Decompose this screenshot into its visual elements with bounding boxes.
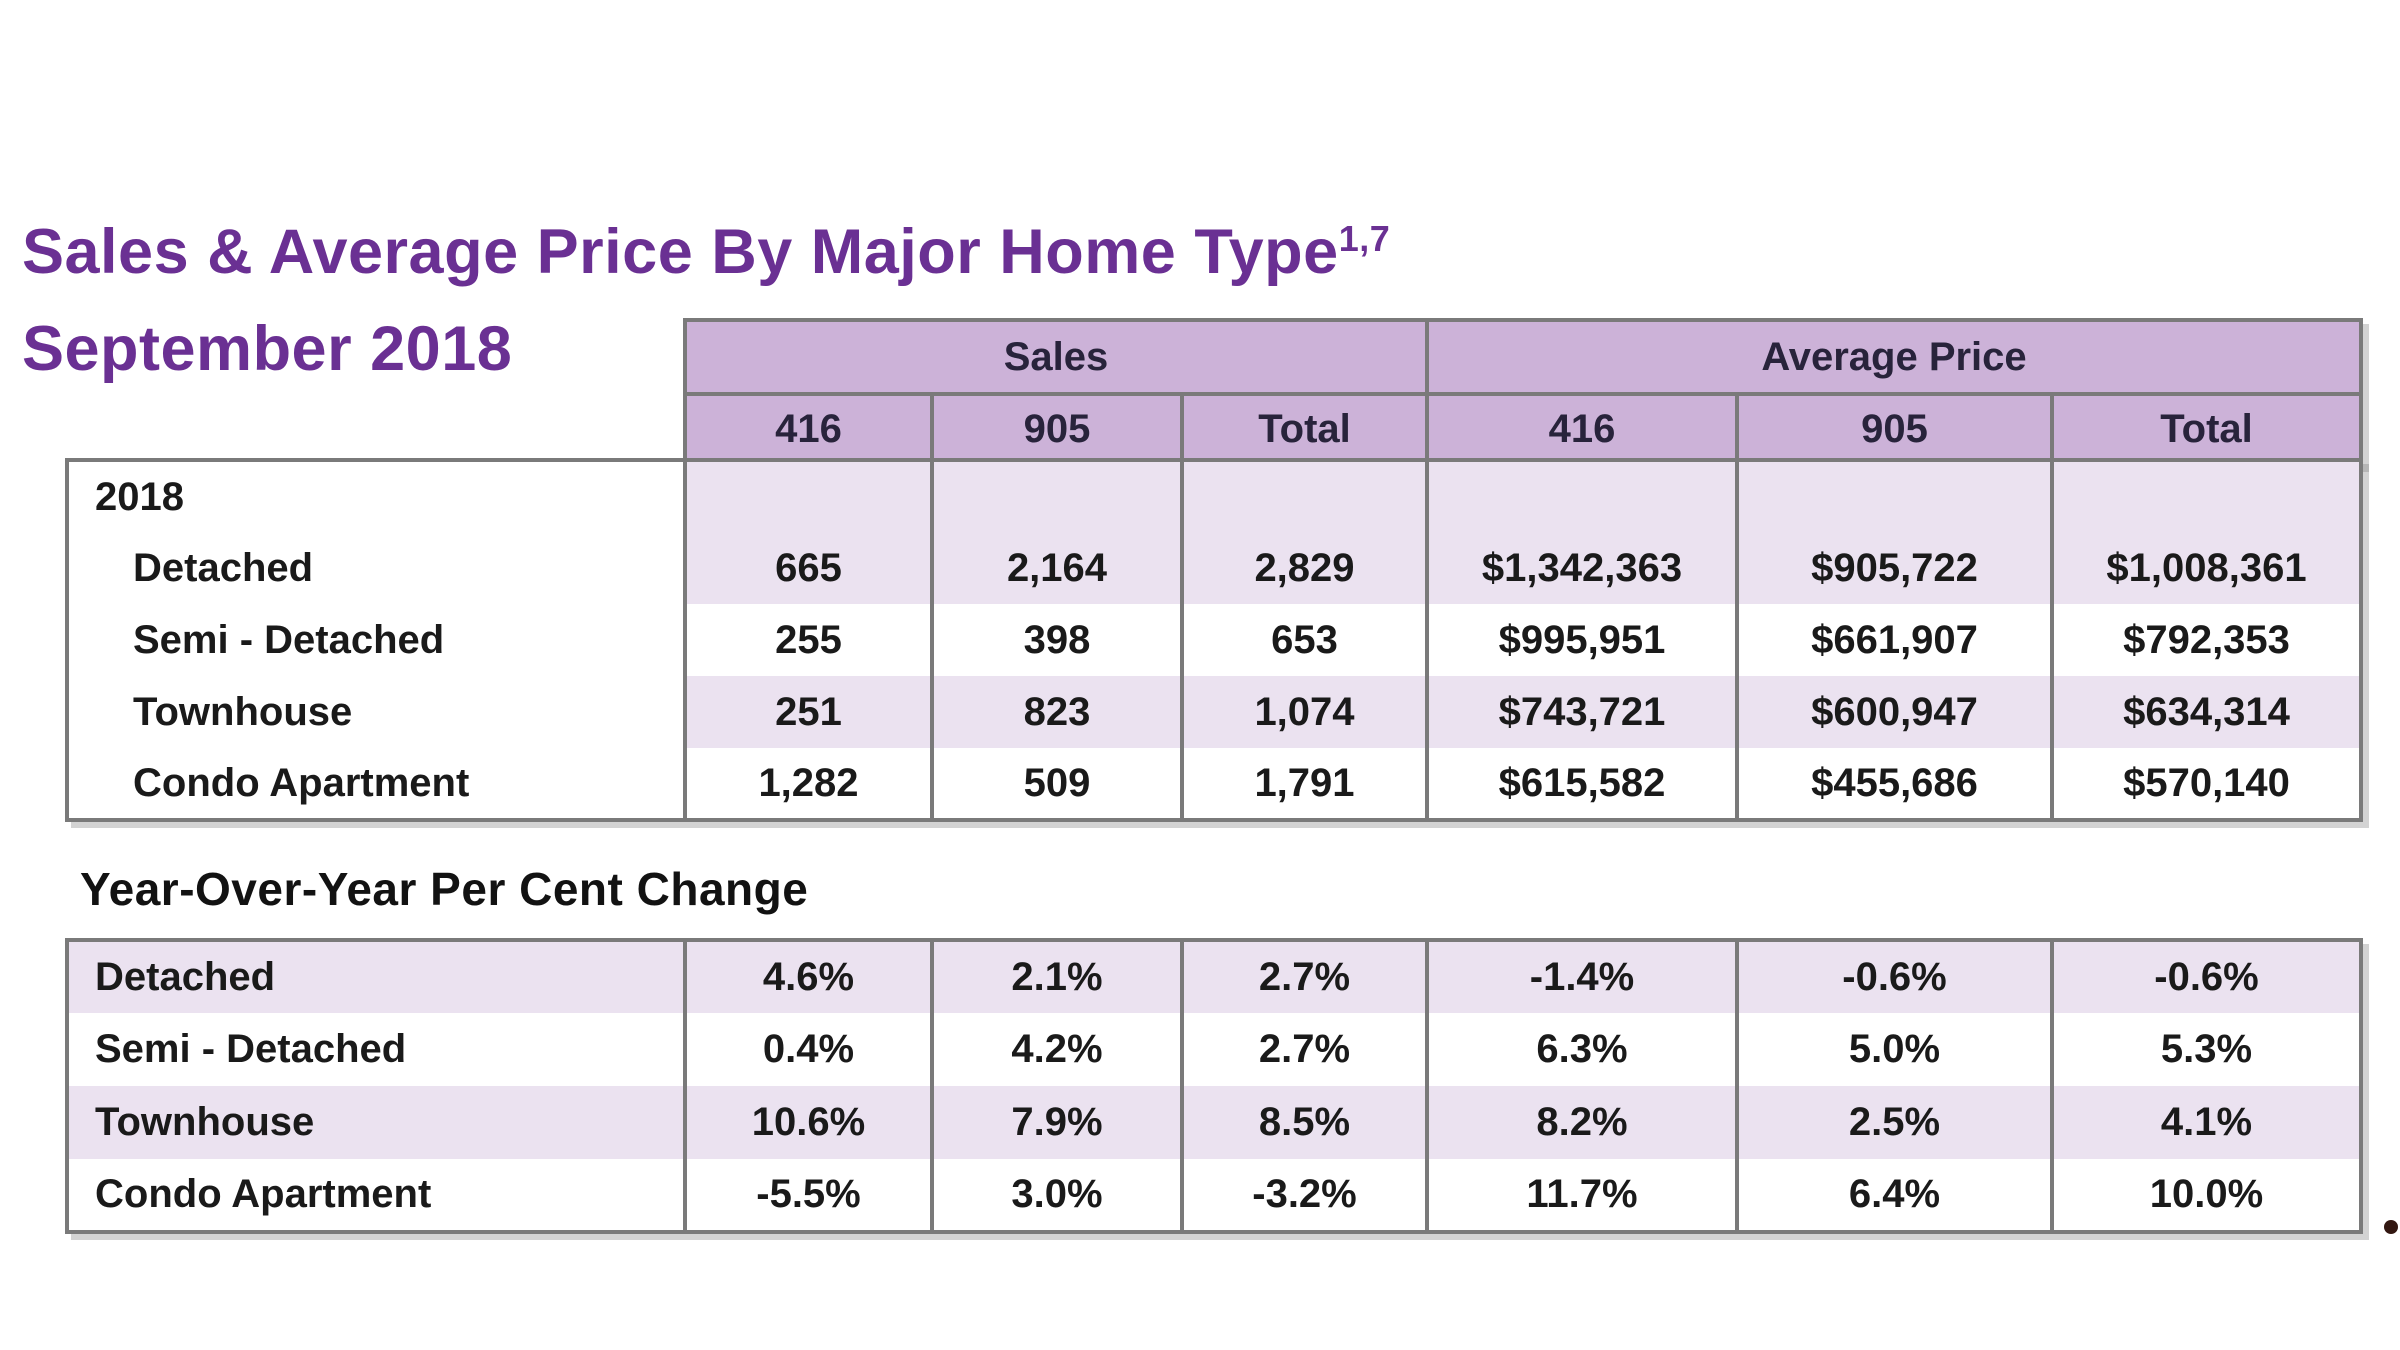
table-cell: $615,582: [1425, 748, 1739, 820]
page-title: Sales & Average Price By Major Home Type…: [22, 190, 1390, 398]
table-cell: 1,074: [1180, 676, 1429, 748]
column-header-price-905: 905: [1735, 392, 2054, 466]
table-cell: $570,140: [2050, 748, 2363, 820]
row-label: Townhouse: [65, 1086, 687, 1159]
bullet-dot: [2384, 1220, 2398, 1234]
table-cell: 2.1%: [930, 940, 1184, 1013]
table-row-townhouse: Townhouse 251 823 1,074 $743,721 $600,94…: [65, 676, 2363, 748]
table-cell: -0.6%: [2050, 940, 2363, 1013]
column-header-price-416: 416: [1425, 392, 1739, 466]
group-header-sales: Sales: [683, 318, 1429, 396]
row-label: Semi - Detached: [65, 1013, 687, 1086]
table-row-condo-apartment: Condo Apartment -5.5% 3.0% -3.2% 11.7% 6…: [65, 1159, 2363, 1232]
table-cell: -3.2%: [1180, 1159, 1429, 1232]
table-cell: 2.7%: [1180, 1013, 1429, 1086]
table-row: Sales Average Price: [683, 318, 2363, 396]
table-cell: 8.2%: [1425, 1086, 1739, 1159]
table-cell: 2.7%: [1180, 940, 1429, 1013]
table-cell: 11.7%: [1425, 1159, 1739, 1232]
table-cell: 398: [930, 604, 1184, 676]
table-cell: 255: [683, 604, 934, 676]
table-cell: 3.0%: [930, 1159, 1184, 1232]
table-cell: 6.3%: [1425, 1013, 1739, 1086]
column-header-sales-total: Total: [1180, 392, 1429, 466]
row-label: Detached: [65, 532, 687, 604]
table-cell: -1.4%: [1425, 940, 1739, 1013]
table-cell: 2.5%: [1735, 1086, 2054, 1159]
table-cell: $743,721: [1425, 676, 1739, 748]
table-cell: $634,314: [2050, 676, 2363, 748]
row-label: Semi - Detached: [65, 604, 687, 676]
title-footnote-superscript: 1,7: [1338, 218, 1391, 259]
table-cell-empty: [1425, 460, 1739, 532]
table-cell: $995,951: [1425, 604, 1739, 676]
table-row-townhouse: Townhouse 10.6% 7.9% 8.5% 8.2% 2.5% 4.1%: [65, 1086, 2363, 1159]
table-row-semi-detached: Semi - Detached 255 398 653 $995,951 $66…: [65, 604, 2363, 676]
table-cell-empty: [1735, 460, 2054, 532]
table-cell-empty: [2050, 460, 2363, 532]
table-cell: 823: [930, 676, 1184, 748]
column-header-sales-905: 905: [930, 392, 1184, 466]
table-row: 416 905 Total 416 905 Total: [683, 392, 2363, 466]
row-label-year: 2018: [65, 460, 687, 532]
column-header-sales-416: 416: [683, 392, 934, 466]
table-cell: $1,342,363: [1425, 532, 1739, 604]
table-cell: 2,164: [930, 532, 1184, 604]
table-cell-empty: [1180, 460, 1429, 532]
table-cell: 4.2%: [930, 1013, 1184, 1086]
table-cell: 6.4%: [1735, 1159, 2054, 1232]
title-line2-month: September 2018: [22, 314, 513, 384]
table-row-detached: Detached 665 2,164 2,829 $1,342,363 $905…: [65, 532, 2363, 604]
table1-body: 2018 Detached 665 2,164 2,829 $1,342,363…: [65, 458, 2363, 822]
column-header-price-total: Total: [2050, 392, 2363, 466]
row-label: Townhouse: [65, 676, 687, 748]
table-cell: 10.6%: [683, 1086, 934, 1159]
row-label: Condo Apartment: [65, 748, 687, 820]
table-cell: $600,947: [1735, 676, 2054, 748]
table-row-detached: Detached 4.6% 2.1% 2.7% -1.4% -0.6% -0.6…: [65, 940, 2363, 1013]
table-cell: $792,353: [2050, 604, 2363, 676]
table-cell: $661,907: [1735, 604, 2054, 676]
table2-yoy-change: Detached 4.6% 2.1% 2.7% -1.4% -0.6% -0.6…: [65, 938, 2363, 1234]
table-cell: -5.5%: [683, 1159, 934, 1232]
table-cell-empty: [930, 460, 1184, 532]
table-cell: 1,791: [1180, 748, 1429, 820]
table-cell: 8.5%: [1180, 1086, 1429, 1159]
group-header-average-price: Average Price: [1425, 318, 2363, 396]
table-cell: 665: [683, 532, 934, 604]
table-cell: $1,008,361: [2050, 532, 2363, 604]
table-cell: $455,686: [1735, 748, 2054, 820]
table-cell: 10.0%: [2050, 1159, 2363, 1232]
table-cell: 2,829: [1180, 532, 1429, 604]
row-label: Condo Apartment: [65, 1159, 687, 1232]
row-label: Detached: [65, 940, 687, 1013]
table-cell: 653: [1180, 604, 1429, 676]
table-cell: 4.6%: [683, 940, 934, 1013]
table-cell: 251: [683, 676, 934, 748]
table-row-semi-detached: Semi - Detached 0.4% 4.2% 2.7% 6.3% 5.0%…: [65, 1013, 2363, 1086]
table1-header: Sales Average Price 416 905 Total 416 90…: [683, 318, 2363, 466]
table-cell: 0.4%: [683, 1013, 934, 1086]
table-cell: 7.9%: [930, 1086, 1184, 1159]
table-cell: 5.3%: [2050, 1013, 2363, 1086]
section-heading-yoy-change: Year-Over-Year Per Cent Change: [80, 863, 809, 915]
table-cell: 5.0%: [1735, 1013, 2054, 1086]
table-row-year: 2018: [65, 460, 2363, 532]
title-line1: Sales & Average Price By Major Home Type: [22, 217, 1339, 287]
table-row-condo-apartment: Condo Apartment 1,282 509 1,791 $615,582…: [65, 748, 2363, 820]
table-cell: 509: [930, 748, 1184, 820]
table-cell: 4.1%: [2050, 1086, 2363, 1159]
table-cell-empty: [683, 460, 934, 532]
table-cell: -0.6%: [1735, 940, 2054, 1013]
table-cell: $905,722: [1735, 532, 2054, 604]
table-cell: 1,282: [683, 748, 934, 820]
